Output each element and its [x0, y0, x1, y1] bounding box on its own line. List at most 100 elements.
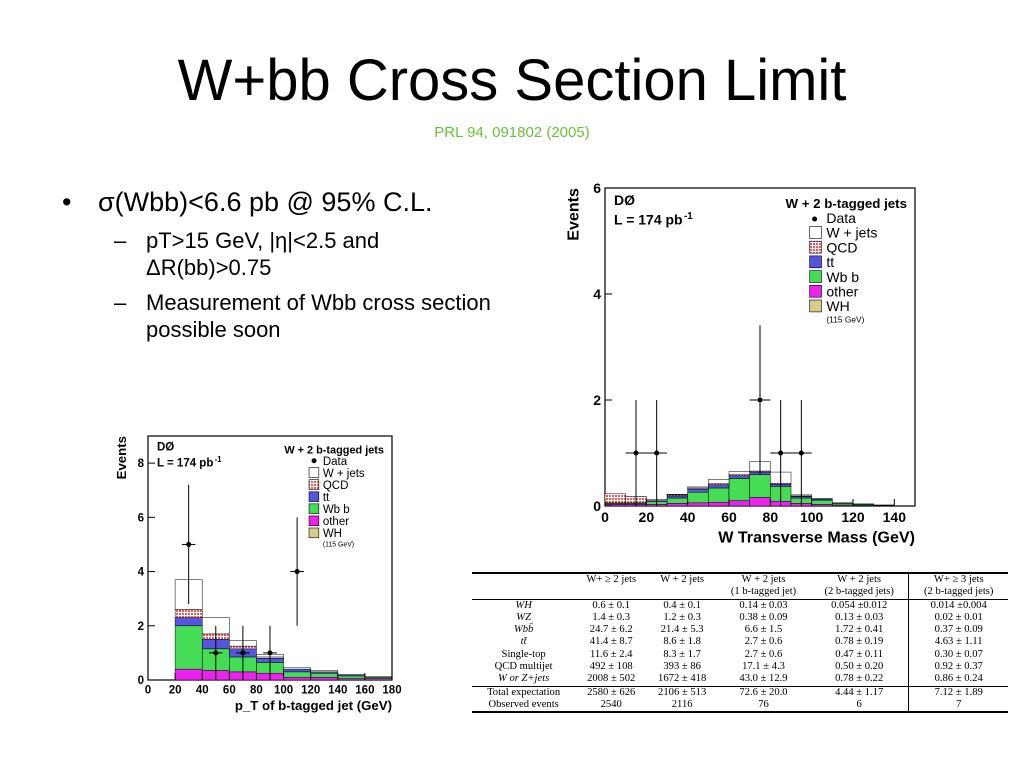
bullet-main-text: σ(Wbb)<6.6 pb @ 95% C.L.: [98, 187, 433, 217]
y-tick-label: 4: [593, 286, 601, 302]
legend-swatch: [308, 479, 320, 490]
bar-tt: [174, 617, 203, 627]
header-cell: (2 b-tagged jets): [908, 586, 1008, 600]
bar-wbb: [728, 478, 750, 501]
table-cell: Wbb̄: [513, 624, 534, 636]
bar-other: [283, 677, 311, 681]
bar-wjets: [708, 479, 730, 484]
header-cell: W+ ≥ 2 jets: [575, 571, 648, 587]
summary-cell: 2580 ± 626: [575, 685, 648, 699]
table-cell: 0.13 ± 0.03: [835, 611, 884, 623]
data-point: [798, 450, 804, 456]
bar-wjets: [310, 670, 339, 673]
experiment-label: DØ: [614, 192, 635, 208]
x-tick-label: 20: [169, 685, 182, 697]
bar-wbb: [708, 487, 730, 503]
slide-title: W+bb Cross Section Limit: [177, 48, 847, 113]
legend-label: WH: [323, 528, 342, 540]
legend-label: Wb b: [323, 504, 350, 516]
table-cell: 2.7 ± 0.6: [744, 636, 783, 648]
bar-other: [749, 497, 771, 507]
reference-citation: PRL 94, 091802 (2005): [434, 124, 590, 141]
table-cell: 0.78 ± 0.22: [835, 673, 884, 685]
header-cell: W + 2 jets: [809, 571, 909, 587]
table-cell: WZ: [516, 611, 531, 623]
bar-wjets: [728, 471, 750, 475]
legend-marker: [311, 458, 317, 464]
table-summary-row: Observed events 2540 2116 76 6 7: [472, 698, 1008, 714]
table-summary-row: Total expectation 2580 ± 626 2106 ± 513 72.…: [472, 685, 1008, 699]
legend-label: other: [323, 516, 349, 528]
legend-label: QCD: [323, 480, 349, 492]
bar-qcd: [811, 498, 833, 500]
x-tick-label: 120: [301, 685, 320, 697]
header-cell: [575, 586, 648, 600]
table-cell: 0.6 ± 0.1: [592, 599, 631, 611]
legend-swatch: [308, 491, 320, 502]
table-cell: 0.37 ± 0.09: [908, 624, 1008, 637]
table-cell: 0.47 ± 0.11: [835, 648, 884, 660]
experiment-label: DØ: [157, 442, 174, 454]
bar-other: [174, 668, 203, 681]
mt-histogram: 0 20 40 60 80 100 120 140 0 2 4 6 W Transverse Mass …: [564, 180, 916, 546]
data-point: [778, 450, 784, 456]
sub-bullet: – pT>15 GeV, |η|<2.5 and ΔR(bb)>0.75: [62, 227, 502, 281]
table-cell: 4.63 ± 1.11: [908, 636, 1008, 649]
y-tick-label: 6: [593, 180, 601, 196]
x-tick-label: 160: [355, 685, 374, 697]
data-point: [186, 541, 192, 547]
bar-tt: [666, 495, 688, 499]
luminosity-exponent: -1: [684, 211, 693, 222]
event-yield-table: W+ ≥ 2 jets W + 2 jets W + 2 jets W + 2 jet…: [472, 571, 1008, 746]
table-cell: QCD multijet: [494, 661, 553, 673]
channel-label: W + 2 b-tagged jets: [284, 445, 384, 457]
legend-label: QCD: [826, 239, 857, 255]
legend-swatch: [809, 270, 822, 283]
bar-other: [728, 500, 750, 507]
bar-tt: [708, 484, 730, 489]
bar-other: [666, 503, 688, 507]
x-tick-label: 60: [721, 509, 737, 525]
legend-label: Data: [826, 210, 856, 226]
bar-wjets: [283, 667, 311, 670]
legend-swatch: [809, 255, 822, 269]
table-row: QCD multijet 492 ± 108 393 ± 86 17.1 ± 4.3 0…: [472, 661, 1008, 674]
legend-label: Wb b: [826, 269, 859, 285]
data-point: [654, 450, 660, 456]
luminosity-exponent: -1: [215, 455, 223, 464]
table-row: WZ 1.4 ± 0.3 1.2 ± 0.3 0.38 ± 0.09 0.13 ± 0.…: [472, 611, 1008, 625]
bullet-main: • σ(Wbb)<6.6 pb @ 95% C.L.: [62, 186, 502, 219]
dash-icon: –: [114, 290, 127, 315]
legend-swatch: [308, 503, 320, 514]
table-cell: 1672 ± 418: [658, 673, 707, 685]
bar-tt: [852, 503, 874, 505]
table-cell: 1.2 ± 0.3: [663, 611, 701, 623]
bar-qcd: [604, 493, 626, 504]
y-tick-label: 2: [593, 392, 601, 408]
bar-other: [687, 502, 709, 507]
table-cell: 0.86 ± 0.24: [908, 673, 1008, 687]
y-tick-label: 8: [138, 458, 145, 470]
luminosity-label: L = 174 pb: [614, 212, 683, 228]
table-cell: 0.78 ± 0.19: [835, 636, 884, 648]
table-cell: tt̄: [520, 636, 527, 648]
table-cell: W or Z+jets: [497, 673, 550, 685]
bar-wbb: [310, 672, 339, 678]
table-cell: 393 ± 86: [663, 661, 701, 673]
summary-cell: 6: [809, 698, 909, 714]
header-cell: (1 b-tagged jet): [717, 586, 810, 600]
bar-wbb: [337, 675, 366, 679]
table-cell: 0.50 ± 0.20: [835, 661, 884, 673]
x-axis-title: W Transverse Mass (GeV): [718, 528, 915, 546]
header-cell: W + 2 jets: [647, 571, 718, 587]
y-tick-label: 0: [593, 498, 601, 514]
data-point: [240, 650, 246, 656]
bar-wbb: [666, 497, 688, 504]
legend-marker: [812, 216, 818, 222]
table-header-row: (1 b-tagged jet) (2 b-tagged jets) (2 b-ta…: [472, 586, 1008, 600]
table-cell: WH: [515, 599, 532, 611]
summary-cell: 72.6 ± 20.0: [717, 685, 810, 699]
bar-wjets: [666, 494, 688, 496]
data-point: [213, 650, 219, 656]
summary-cell: 2116: [647, 698, 718, 714]
